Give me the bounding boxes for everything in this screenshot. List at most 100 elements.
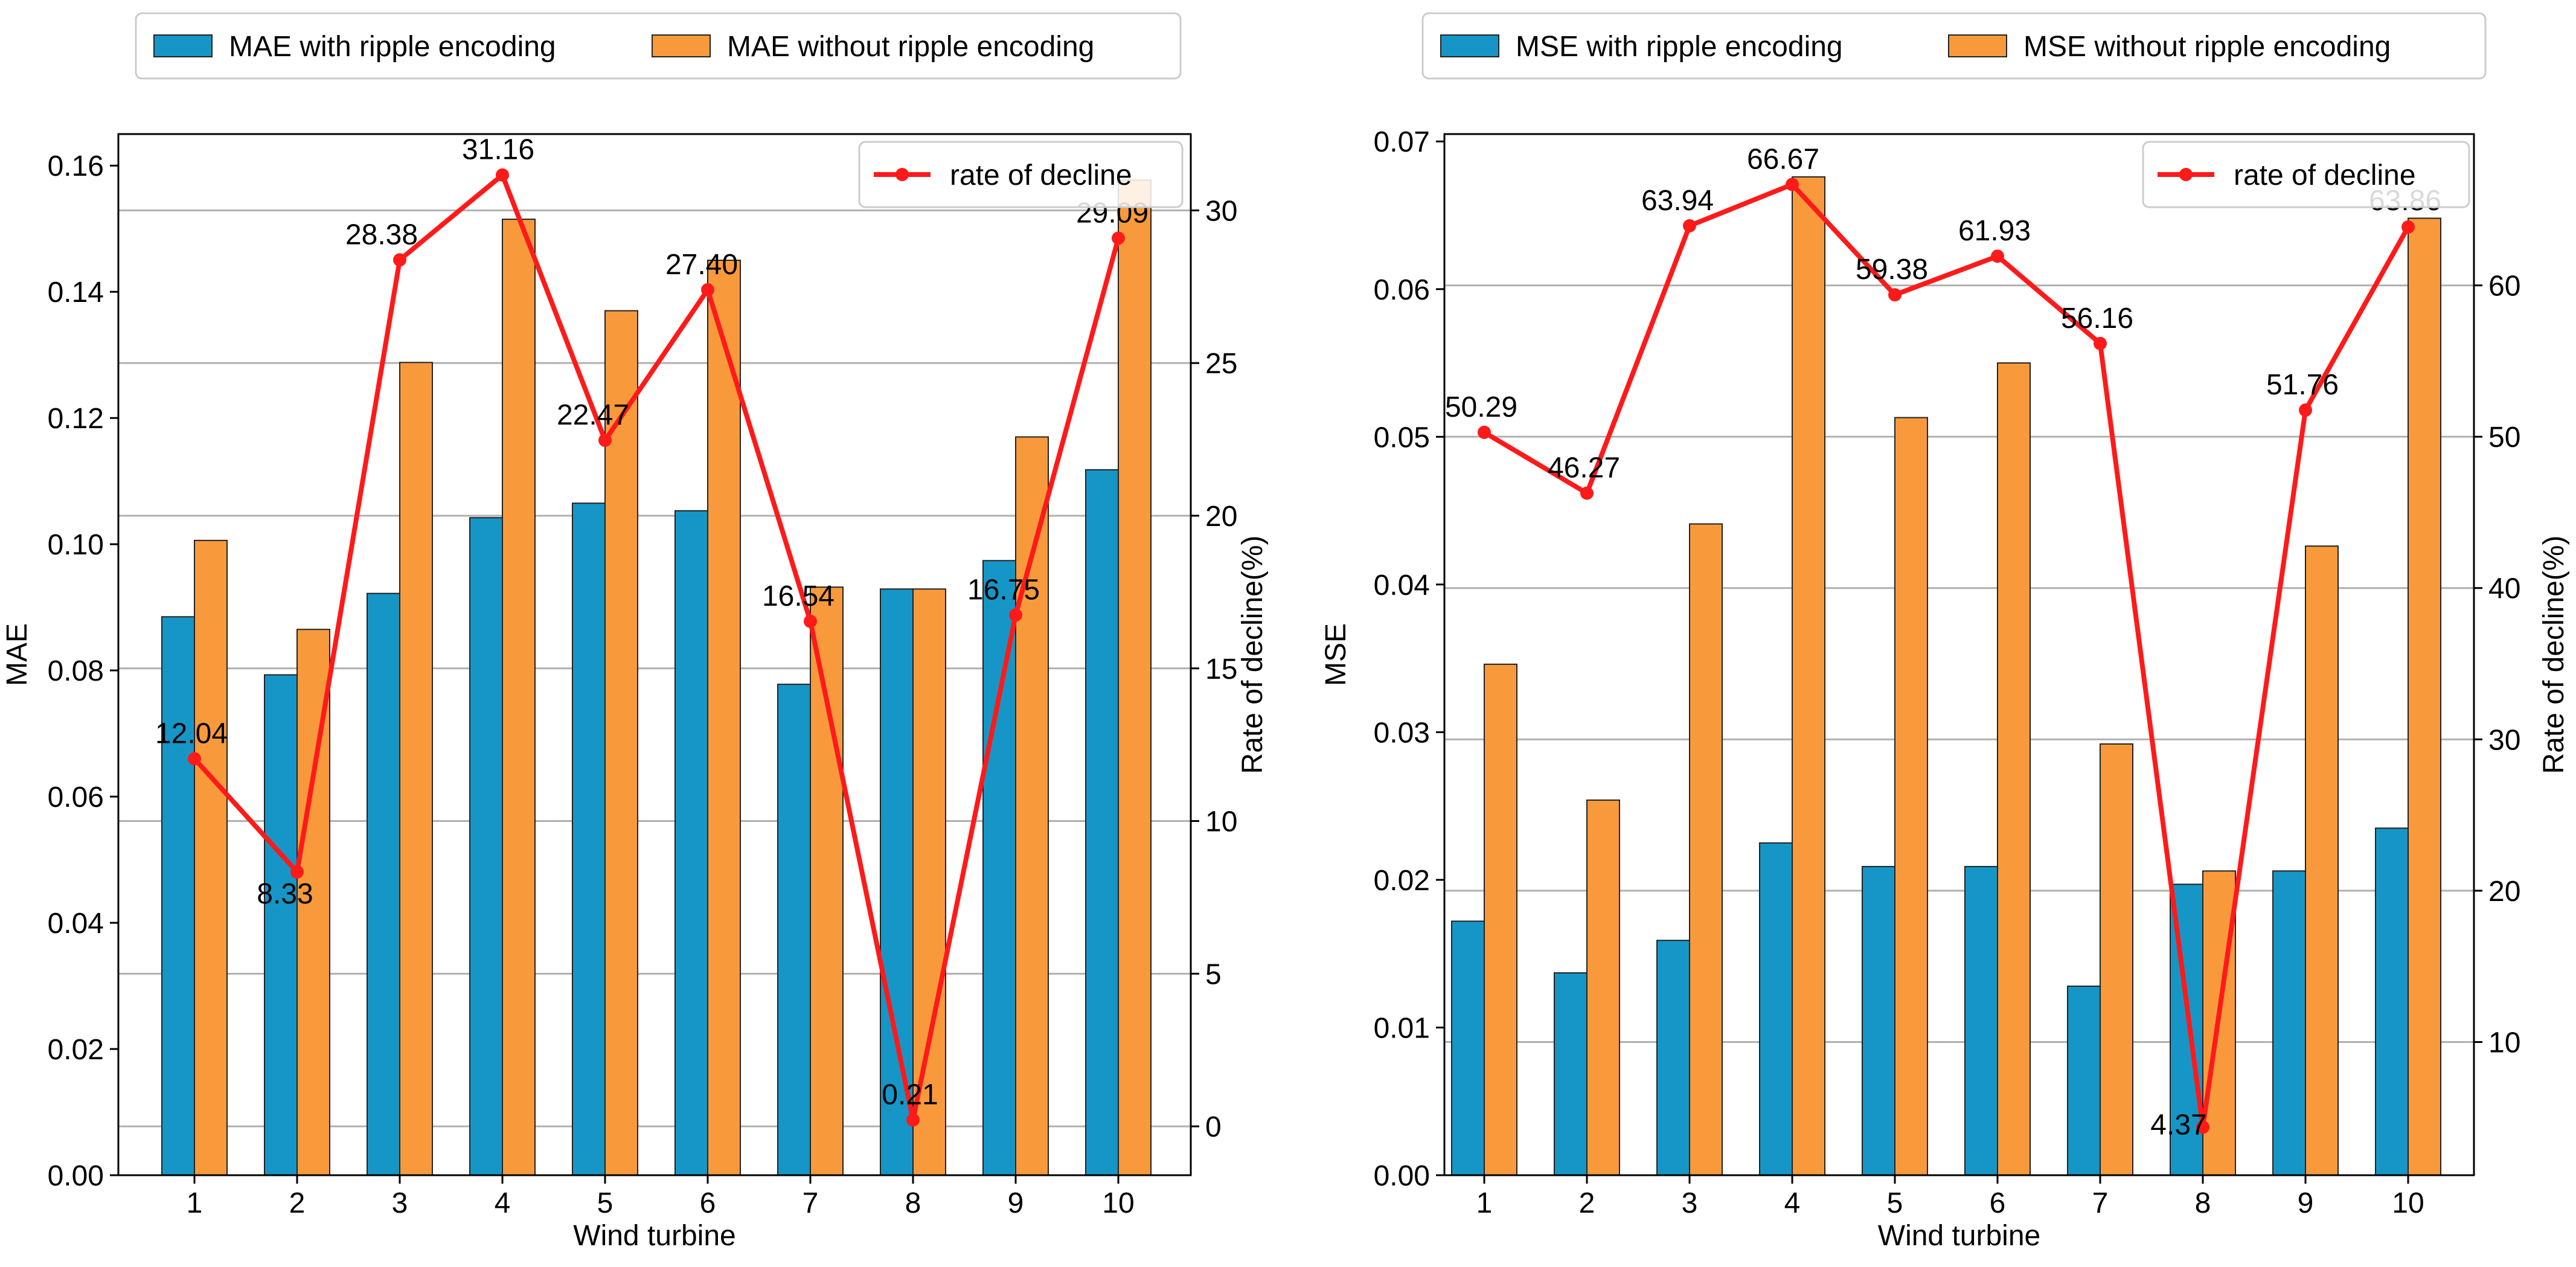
rate-label-1: 50.29 — [1445, 391, 1517, 423]
y2-tick-label: 50 — [2488, 422, 2520, 454]
y-tick-label: 0.04 — [1374, 569, 1430, 601]
rate-point-10 — [2401, 220, 2415, 234]
rate-of-decline-line — [193, 172, 1121, 1123]
inner-legend-label: rate of decline — [950, 159, 1132, 191]
bar-without-ripple-9 — [2305, 545, 2339, 1176]
x-tick-label: 5 — [1887, 1187, 1903, 1219]
x-tick-label: 7 — [803, 1187, 819, 1219]
bar-with-ripple-6 — [1964, 865, 1998, 1176]
bar-with-ripple-2 — [1554, 972, 1588, 1176]
y-tick-label: 0.01 — [1374, 1012, 1430, 1044]
bar-without-ripple-4 — [502, 219, 536, 1176]
rate-point-5 — [598, 434, 612, 447]
x-tick-label: 1 — [1476, 1187, 1493, 1219]
inner-legend-label: rate of decline — [2234, 159, 2416, 191]
rate-point-2 — [1580, 486, 1594, 500]
top-legend-swatch-1 — [1440, 34, 1499, 57]
rate-of-decline-line — [1482, 182, 2411, 1130]
rate-point-6 — [701, 283, 714, 297]
bar-with-ripple-1 — [1451, 920, 1485, 1176]
y-tick-label: 0.07 — [1374, 126, 1430, 158]
rate-point-9 — [2299, 403, 2312, 417]
rate-label-9: 16.75 — [967, 574, 1040, 606]
x-tick-label: 6 — [700, 1187, 716, 1219]
y2-tick-label: 10 — [2488, 1027, 2520, 1059]
y2-tick-label: 30 — [2488, 724, 2520, 756]
plot-frame — [117, 133, 1192, 1176]
rate-label-3: 63.94 — [1641, 185, 1714, 217]
x-tick-label: 4 — [1784, 1187, 1801, 1219]
chart-panel-2: 0.00 0.01 0.02 0.03 0.04 0.05 0.06 0.07 10 20 30 40… — [1320, 12, 2570, 1252]
x-tick-label: 10 — [1102, 1187, 1134, 1219]
x-tick-label: 7 — [2092, 1187, 2109, 1219]
x-tick-label: 9 — [1008, 1187, 1024, 1219]
bar-with-ripple-7 — [777, 684, 811, 1176]
top-legend-label-1: MAE with ripple encoding — [229, 31, 556, 63]
y2-axis-title: Rate of decline(%) — [2538, 536, 2570, 774]
y2-axis-title: Rate of decline(%) — [1237, 536, 1269, 774]
rate-label-7: 56.16 — [2061, 303, 2133, 335]
rate-point-8 — [906, 1113, 920, 1127]
x-tick-label: 8 — [2195, 1187, 2211, 1219]
y2-tick-label: 60 — [2488, 271, 2520, 303]
rate-point-1 — [188, 752, 201, 766]
top-legend-label-2: MSE without ripple encoding — [2023, 31, 2391, 63]
x-tick-label: 3 — [1682, 1187, 1698, 1219]
y-tick-label: 0.14 — [48, 277, 104, 309]
inner-legend-box — [858, 141, 1184, 208]
rate-point-4 — [496, 168, 509, 182]
rate-label-7: 16.54 — [762, 580, 835, 612]
x-tick-label: 2 — [289, 1187, 306, 1219]
rate-label-8: 0.21 — [882, 1079, 938, 1111]
y2-tick-label: 30 — [1205, 195, 1237, 227]
top-legend-swatch-2 — [652, 34, 711, 57]
bar-with-ripple-2 — [264, 674, 298, 1176]
y-tick-label: 0.10 — [48, 529, 104, 561]
y2-tick-label: 5 — [1205, 958, 1222, 990]
y-tick-label: 0.02 — [1374, 865, 1430, 897]
y2-tick-label: 15 — [1205, 653, 1237, 685]
bar-with-ripple-9 — [982, 560, 1016, 1176]
bar-with-ripple-7 — [2067, 985, 2101, 1176]
x-axis-title: Wind turbine — [573, 1220, 735, 1252]
x-tick-label: 9 — [2298, 1187, 2314, 1219]
inner-legend-box — [2142, 141, 2470, 208]
chart-panel-1: 0.000.020.040.060.080.100.120.140.160510… — [1, 12, 1269, 1252]
x-tick-label: 5 — [597, 1187, 614, 1219]
y-axis-title: MAE — [1, 623, 33, 686]
bar-with-ripple-9 — [2272, 870, 2306, 1176]
rate-label-3: 28.38 — [345, 219, 418, 251]
rate-point-3 — [1683, 219, 1696, 233]
y2-tick-label: 20 — [2488, 876, 2520, 908]
bar-with-ripple-6 — [674, 510, 708, 1176]
top-legend-label-2: MAE without ripple encoding — [727, 31, 1094, 63]
bar-without-ripple-10 — [2408, 217, 2441, 1176]
bar-without-ripple-3 — [1689, 523, 1723, 1176]
bar-with-ripple-3 — [367, 592, 400, 1176]
y-tick-label: 0.12 — [48, 403, 104, 435]
rate-point-2 — [290, 865, 304, 879]
bar-with-ripple-1 — [161, 616, 195, 1176]
rate-point-7 — [804, 614, 817, 628]
bar-without-ripple-5 — [604, 310, 638, 1176]
y-tick-label: 0.05 — [1374, 422, 1430, 454]
bar-with-ripple-5 — [572, 502, 606, 1176]
bar-without-ripple-6 — [1997, 362, 2031, 1176]
bar-with-ripple-5 — [1862, 865, 1895, 1176]
rate-point-5 — [1888, 288, 1902, 302]
bar-with-ripple-4 — [469, 517, 503, 1176]
rate-point-1 — [1478, 425, 1491, 439]
inner-legend-marker — [2179, 168, 2193, 181]
bar-with-ripple-10 — [1085, 469, 1119, 1176]
y-tick-label: 0.06 — [1374, 274, 1430, 306]
bar-without-ripple-5 — [1894, 417, 1928, 1176]
bar-without-ripple-8 — [912, 588, 946, 1176]
y2-tick-label: 25 — [1205, 348, 1237, 380]
x-tick-label: 1 — [187, 1187, 203, 1219]
y2-tick-label: 40 — [2488, 573, 2520, 605]
bar-without-ripple-2 — [1586, 799, 1620, 1176]
x-tick-label: 8 — [905, 1187, 921, 1219]
y-tick-label: 0.06 — [48, 781, 104, 813]
bar-with-ripple-3 — [1656, 940, 1690, 1176]
